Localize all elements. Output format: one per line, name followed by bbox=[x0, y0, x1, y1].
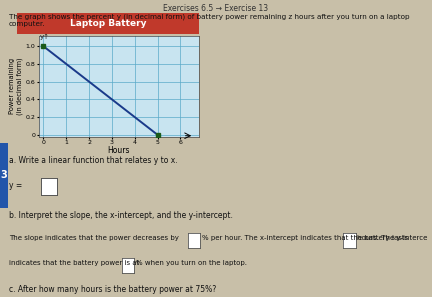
Text: % per hour. The x-intercept indicates that the battery lasts: % per hour. The x-intercept indicates th… bbox=[202, 235, 408, 241]
Text: Laptop Battery: Laptop Battery bbox=[70, 19, 146, 28]
Text: indicates that the battery power is at: indicates that the battery power is at bbox=[9, 260, 139, 266]
Text: c. After how many hours is the battery power at 75%?: c. After how many hours is the battery p… bbox=[9, 285, 216, 294]
Text: b. Interpret the slope, the x-intercept, and the y-intercept.: b. Interpret the slope, the x-intercept,… bbox=[9, 211, 232, 220]
Text: hours. The y-interce: hours. The y-interce bbox=[357, 235, 428, 241]
Text: Exercises 6.5 → Exercise 13: Exercises 6.5 → Exercise 13 bbox=[163, 4, 269, 13]
Text: The slope indicates that the power decreases by: The slope indicates that the power decre… bbox=[9, 235, 178, 241]
Text: y =: y = bbox=[9, 181, 22, 190]
Text: y↑: y↑ bbox=[39, 34, 49, 40]
Y-axis label: Power remaining
(in decimal form): Power remaining (in decimal form) bbox=[9, 57, 23, 115]
X-axis label: Hours: Hours bbox=[108, 146, 130, 156]
Text: The graph shows the percent y (in decimal form) of battery power remaining z hou: The graph shows the percent y (in decima… bbox=[9, 13, 409, 27]
Text: % when you turn on the laptop.: % when you turn on the laptop. bbox=[136, 260, 247, 266]
Text: 3: 3 bbox=[0, 170, 7, 180]
Text: a. Write a linear function that relates y to x.: a. Write a linear function that relates … bbox=[9, 156, 177, 165]
